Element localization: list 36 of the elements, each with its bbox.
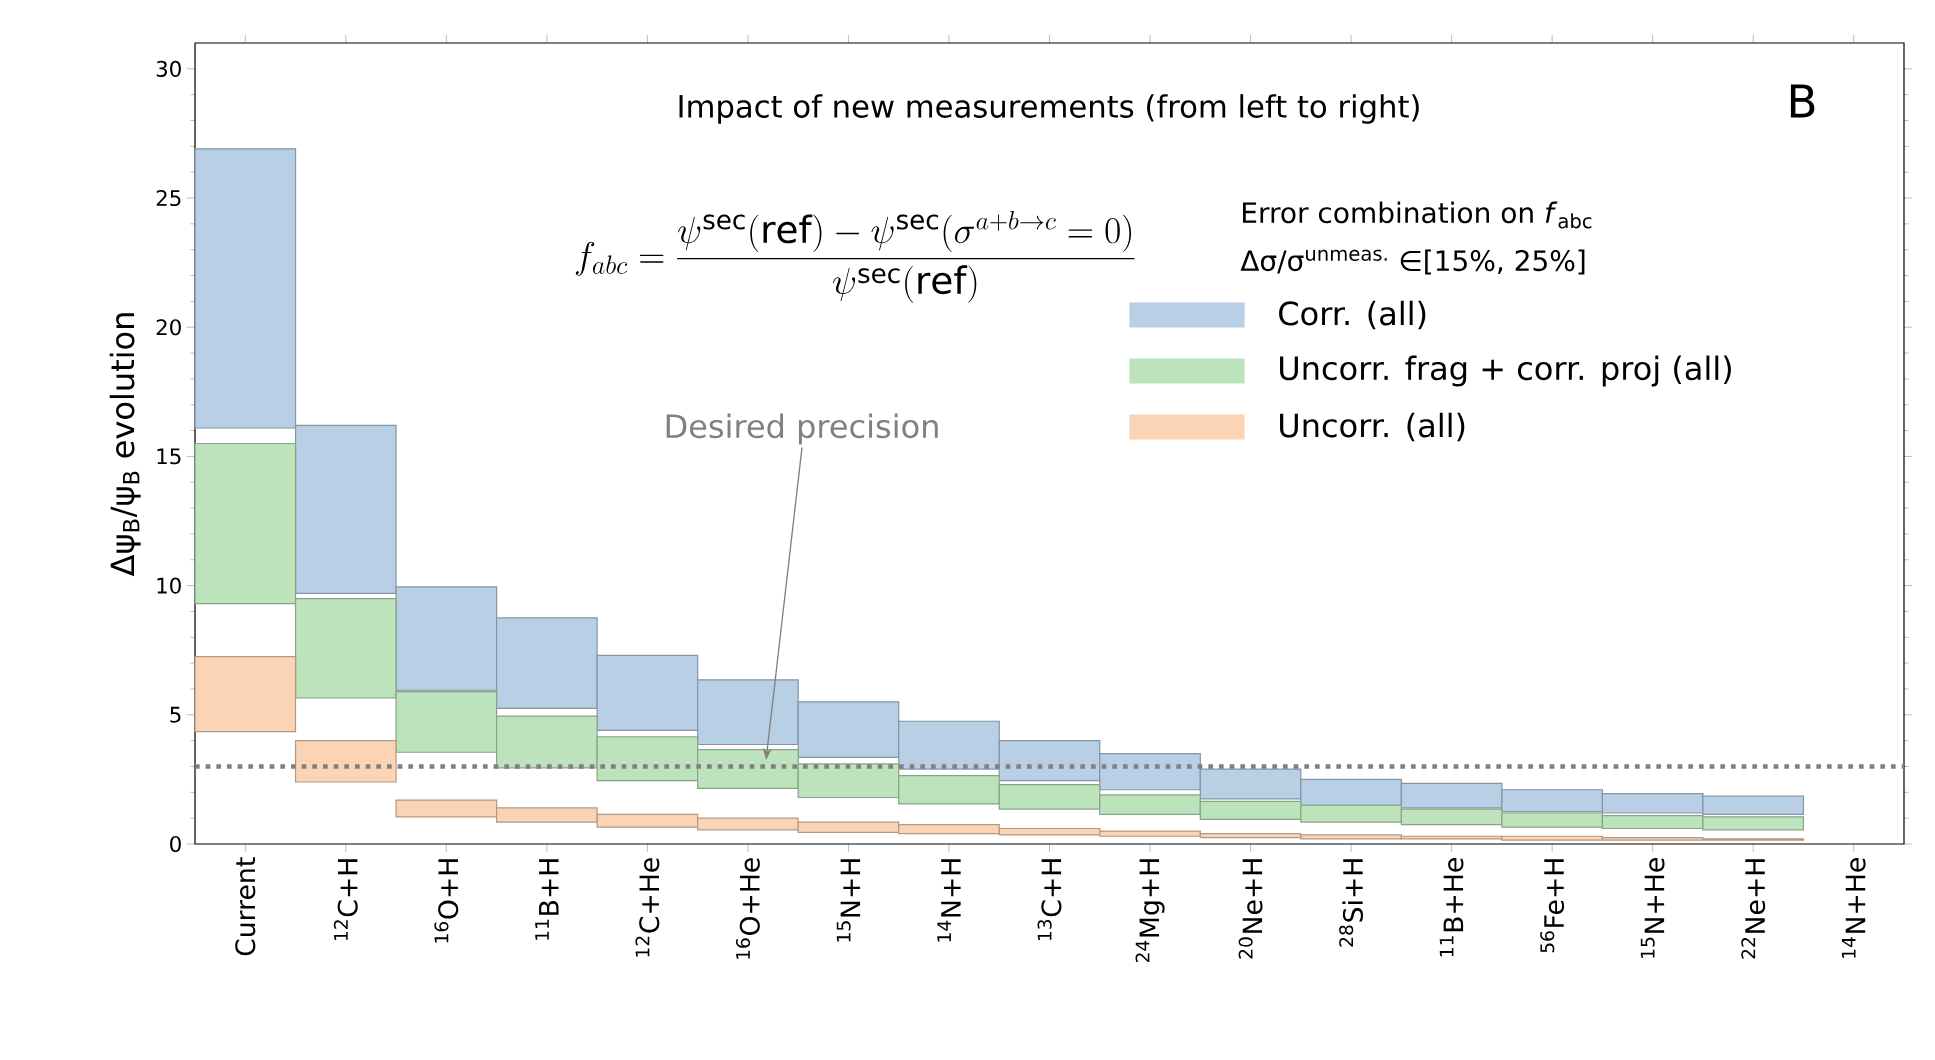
y-tick-label: 20 bbox=[156, 319, 181, 336]
x-tick-label: $^{12}$C+H bbox=[333, 859, 358, 941]
x-tick-label: $^{15}$N+He bbox=[1640, 858, 1665, 958]
x-tick-label: $^{11}$B+He bbox=[1439, 858, 1464, 957]
x-tick-label: $^{16}$O+He bbox=[735, 858, 760, 959]
annotation: B bbox=[1790, 84, 1815, 118]
x-tick-label: $^{13}$C+H bbox=[1037, 859, 1062, 941]
text: Impact of new measurements (from left to right) bbox=[679, 94, 1419, 124]
x-tick-label: $^{14}$N+H bbox=[937, 859, 961, 942]
x-tick-label: $^{14}$N+He bbox=[1841, 858, 1866, 958]
x-tick-label: $^{15}$N+H bbox=[836, 859, 861, 942]
y-tick-label: 10 bbox=[157, 577, 181, 594]
x-tick-label: $^{24}$Mg+H bbox=[1135, 859, 1165, 963]
legend-title: Error combination on f$_{abc}$ bbox=[1243, 201, 1592, 229]
y-tick-label: 0 bbox=[170, 835, 181, 853]
x-tick-label: Current bbox=[235, 857, 256, 956]
annotation: $f_{abc} = \frac{\psi^{\mathrm{sec}}(\mathrm{ref}) - \psi^{\mathrm{sec}}(\sigma^{a+b\to c} = 0)}{\psi^{\mathrm{sec}}(\mathrm{ref})}$ bbox=[575, 211, 1135, 303]
annotation: Δσ/σ$^{unmeas.}$ ∈[15%, 25%] bbox=[1240, 249, 1585, 275]
legend-label: Uncorr. frag + corr. proj (all) bbox=[1280, 355, 1731, 387]
bar bbox=[294, 740, 397, 783]
x-tick-label: $^{56}$Fe+H bbox=[1540, 859, 1565, 953]
x-tick-label: $^{22}$Ne+H bbox=[1741, 859, 1766, 959]
x-tick-label: $^{12}$C+He bbox=[635, 858, 660, 957]
y-tick-label: 15 bbox=[157, 448, 181, 465]
y-tick-label: 5 bbox=[170, 706, 181, 723]
x-tick-label: $^{20}$Ne+H bbox=[1238, 859, 1263, 959]
y-tick-label: 25 bbox=[156, 189, 181, 207]
y-tick-label: 30 bbox=[156, 60, 181, 77]
annotation: Desired precision bbox=[666, 413, 938, 445]
legend-label: Uncorr. (all) bbox=[1280, 412, 1465, 442]
bar bbox=[194, 656, 297, 733]
y-axis-title: Δψ$_{B}$/ψ$_{B}$ evolution bbox=[109, 313, 141, 577]
x-tick-label: $^{28}$Si+H bbox=[1339, 859, 1364, 947]
x-tick-label: $^{16}$O+H bbox=[434, 859, 459, 943]
x-tick-label: $^{11}$B+H bbox=[535, 859, 559, 940]
legend-label: Corr. (all) bbox=[1279, 300, 1426, 330]
